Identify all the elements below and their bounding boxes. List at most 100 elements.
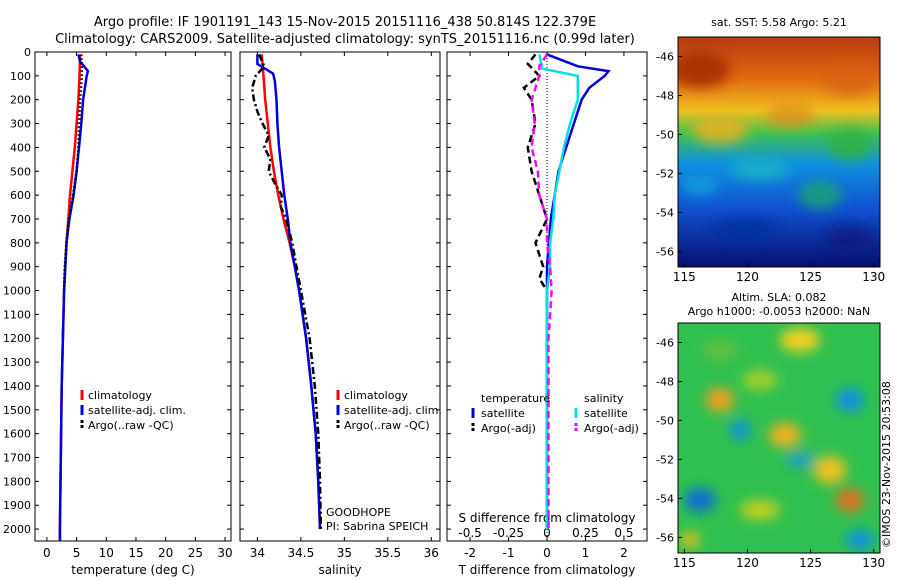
series-line-2 xyxy=(250,53,323,530)
x-tick-label: 20 xyxy=(158,546,173,560)
x-tick-label: 0 xyxy=(543,546,551,560)
x-tick-label: 15 xyxy=(128,546,143,560)
map-x-tick-label: 115 xyxy=(673,270,696,284)
figure-title-line2: Climatology: CARS2009. Satellite-adjuste… xyxy=(55,32,635,47)
map-x-tick-label: 130 xyxy=(862,556,885,570)
legend-label: satellite xyxy=(481,407,525,420)
map-y-tick-label: -46 xyxy=(656,50,674,63)
legend-label: climatology xyxy=(88,389,152,402)
map-y-tick-label: -48 xyxy=(656,89,674,102)
series-group xyxy=(522,53,611,530)
map-x-tick-label: 125 xyxy=(799,556,822,570)
y-tick-label: 600 xyxy=(10,189,31,202)
y-tick-label: 1600 xyxy=(3,428,31,441)
s-diff-tick-label: 0 xyxy=(543,526,551,540)
legend-label: climatology xyxy=(344,389,408,402)
series-line-1 xyxy=(522,53,549,292)
sla-map-panel: Altim. SLA: 0.082 Argo h1000: -0.0053 h2… xyxy=(656,291,893,570)
y-tick-label: 1300 xyxy=(3,356,31,369)
x-axis-label: T difference from climatology xyxy=(458,563,636,577)
legend-label: satellite-adj. clim. xyxy=(344,404,442,417)
x-tick-label: 36 xyxy=(424,546,439,560)
legend-label: Argo(..raw -QC) xyxy=(344,419,430,432)
s-diff-tick-label: -0.25 xyxy=(493,526,524,540)
map-y-tick-label: -56 xyxy=(656,245,674,258)
y-tick-label: 400 xyxy=(10,141,31,154)
sst-map-panel: sat. SST: 5.58 Argo: 5.21 115 120 125 130 -4… xyxy=(656,16,885,284)
figure-title-line1: Argo profile: IF 1901191_143 15-Nov-2015… xyxy=(94,15,596,30)
sla-map-title-line2: Argo h1000: -0.0053 h2000: NaN xyxy=(688,305,871,318)
plot-frame xyxy=(34,51,232,542)
y-tick-label: 200 xyxy=(10,94,31,107)
x-tick-label: 34 xyxy=(250,546,265,560)
legend-header-salinity: salinity xyxy=(584,392,624,405)
series-line-2 xyxy=(62,54,84,291)
legend-label: Argo(-adj) xyxy=(481,422,536,435)
legend-label: Argo(..raw -QC) xyxy=(88,419,174,432)
map-y-tick-label: -50 xyxy=(656,414,674,427)
series-line-2 xyxy=(538,54,580,530)
sst-map-title: sat. SST: 5.58 Argo: 5.21 xyxy=(711,16,847,29)
x-tick-label: 35 xyxy=(337,546,352,560)
y-tick-label: 800 xyxy=(10,237,31,250)
y-tick-label: 1000 xyxy=(3,285,31,298)
y-tick-label: 1500 xyxy=(3,404,31,417)
y-tick-label: 1400 xyxy=(3,380,31,393)
map-y-tick-label: -48 xyxy=(656,375,674,388)
legend-header-temperature: temperature xyxy=(481,392,550,405)
map-x-tick-label: 115 xyxy=(673,556,696,570)
x-tick-label: 35.5 xyxy=(374,546,401,560)
project-annotation: GOODHOPE xyxy=(326,506,391,519)
y-tick-label: 300 xyxy=(10,118,31,131)
legend-label: Argo(-adj) xyxy=(584,422,639,435)
y-tick-label: 1800 xyxy=(3,475,31,488)
x-tick-label: 0 xyxy=(43,546,51,560)
x-tick-label: 34.5 xyxy=(288,546,315,560)
map-y-tick-label: -46 xyxy=(656,336,674,349)
y-tick-label: 0 xyxy=(24,46,31,59)
legend-label: satellite-adj. clim. xyxy=(88,404,186,417)
plot-frame xyxy=(239,51,441,542)
series-group xyxy=(58,54,90,541)
y-tick-label: 500 xyxy=(10,165,31,178)
map-y-tick-label: -54 xyxy=(656,492,674,505)
y-tick-label: 700 xyxy=(10,213,31,226)
map-y-tick-label: -52 xyxy=(656,167,674,180)
map-y-tick-label: -52 xyxy=(656,453,674,466)
x-tick-label: 25 xyxy=(188,546,203,560)
salinity-panel: 34 34.5 35 35.5 36 salinity climatology satelli… xyxy=(239,51,442,577)
s-diff-tick-label: -0.5 xyxy=(458,526,481,540)
x-axis-label: salinity xyxy=(318,563,361,577)
map-y-tick-label: -54 xyxy=(656,206,674,219)
x-tick-label: -1 xyxy=(503,546,515,560)
map-x-tick-label: 125 xyxy=(799,270,822,284)
x-tick-label: 30 xyxy=(217,546,232,560)
pi-annotation: PI: Sabrina SPEICH xyxy=(326,520,428,533)
s-diff-tick-label: 0.25 xyxy=(572,526,599,540)
x-tick-label: 10 xyxy=(99,546,114,560)
map-y-tick-label: -50 xyxy=(656,128,674,141)
credit-text: ©IMOS 23-Nov-2015 20:53:08 xyxy=(880,381,893,548)
map-x-tick-label: 120 xyxy=(736,270,759,284)
series-line-1 xyxy=(256,54,322,530)
y-tick-label: 900 xyxy=(10,261,31,274)
y-tick-label: 1700 xyxy=(3,452,31,465)
y-tick-label: 100 xyxy=(10,70,31,83)
sla-heatmap-image xyxy=(678,323,880,553)
y-tick-label: 2000 xyxy=(3,523,31,536)
x-axis-label: temperature (deg C) xyxy=(71,563,194,577)
legend-label: satellite xyxy=(584,407,628,420)
series-group xyxy=(250,53,323,530)
x-tick-label: -2 xyxy=(464,546,476,560)
temperature-panel: 0100200300400500600700800900100011001200… xyxy=(3,46,233,577)
map-x-tick-label: 120 xyxy=(736,556,759,570)
y-tick-label: 1900 xyxy=(3,499,31,512)
sla-map-title-line1: Altim. SLA: 0.082 xyxy=(731,291,826,304)
y-tick-label: 1100 xyxy=(3,308,31,321)
map-x-tick-label: 130 xyxy=(862,270,885,284)
x-tick-label: 1 xyxy=(582,546,590,560)
series-line-3 xyxy=(530,53,553,530)
y-tick-label: 1200 xyxy=(3,332,31,345)
difference-panel: -2 -1 0 1 2 T difference from climatology -0.5… xyxy=(446,51,648,577)
